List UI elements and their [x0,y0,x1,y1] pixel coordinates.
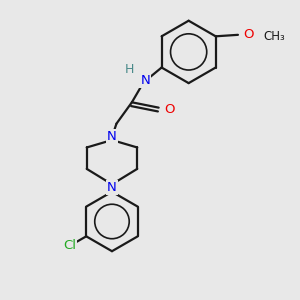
Text: Cl: Cl [63,239,76,252]
Text: N: N [107,130,117,143]
Text: O: O [243,28,254,41]
Text: H: H [125,63,134,76]
Text: CH₃: CH₃ [263,30,285,43]
Text: N: N [107,182,117,194]
Text: N: N [140,74,150,87]
Text: O: O [165,103,175,116]
